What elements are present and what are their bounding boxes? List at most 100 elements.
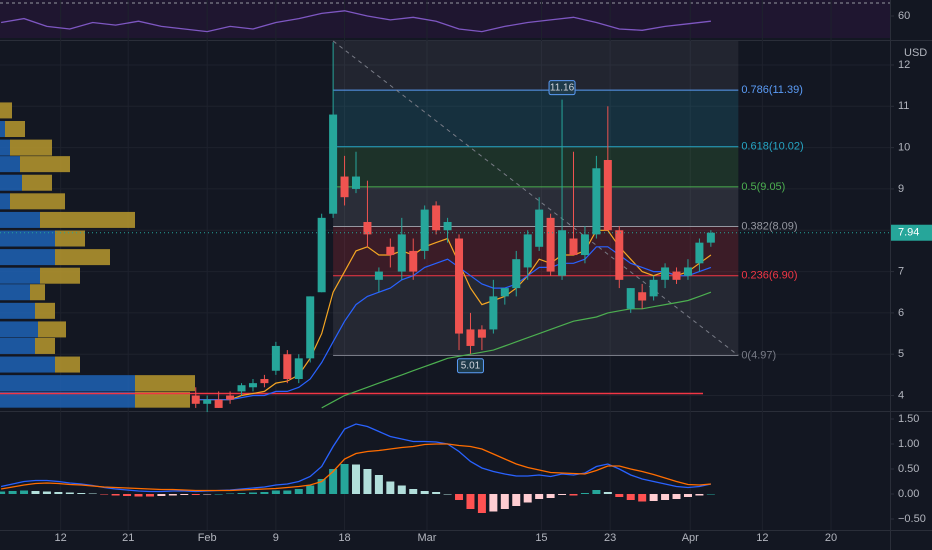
histogram-bar xyxy=(477,494,486,513)
histogram-bar xyxy=(111,494,120,496)
y-tick-label: 0.50 xyxy=(898,463,919,475)
histogram-bar xyxy=(546,494,555,498)
histogram-bar xyxy=(455,494,464,500)
extreme-label: 11.16 xyxy=(550,82,575,93)
volume-profile-down xyxy=(35,337,55,354)
y-tick-label: 1.00 xyxy=(898,438,919,450)
candle-body xyxy=(283,354,292,380)
histogram-bar xyxy=(661,494,670,500)
volume-profile-down xyxy=(5,121,25,138)
volume-profile-up xyxy=(0,174,22,191)
y-tick-label: 12 xyxy=(898,59,910,71)
candle-body xyxy=(603,160,612,231)
candle-body xyxy=(363,221,372,235)
candle-body xyxy=(649,279,658,297)
histogram-bar xyxy=(523,494,532,503)
candle-body xyxy=(535,209,544,247)
candle-body xyxy=(409,250,418,272)
y-tick-label: 5 xyxy=(898,348,904,360)
candle-body xyxy=(352,176,360,189)
fib-label: 0.618(10.02) xyxy=(741,141,803,153)
last-price-box xyxy=(891,224,932,241)
histogram-bar xyxy=(649,494,658,501)
histogram-bar xyxy=(248,492,257,494)
histogram-bar xyxy=(123,494,132,496)
fib-zone xyxy=(333,90,739,147)
histogram-bar xyxy=(88,493,97,494)
candle-body xyxy=(558,230,567,276)
histogram-bar xyxy=(489,494,498,512)
candle-body xyxy=(683,267,692,276)
candle-body xyxy=(397,234,406,272)
volume-profile-down xyxy=(135,391,190,408)
volume-profile-down xyxy=(35,302,55,319)
candle-body xyxy=(706,232,715,243)
histogram-bar xyxy=(283,490,292,494)
histogram-bar xyxy=(466,494,475,509)
fib-label: 0.236(6.90) xyxy=(741,270,797,282)
x-tick-label: Feb xyxy=(198,532,217,544)
fib-label: 0.786(11.39) xyxy=(741,84,803,96)
volume-profile-down xyxy=(20,156,70,173)
volume-profile-down xyxy=(0,102,12,119)
histogram-bar xyxy=(203,494,212,495)
histogram-bar xyxy=(706,494,715,495)
candle-body xyxy=(569,238,578,256)
moving-average xyxy=(195,246,712,401)
histogram-bar xyxy=(397,485,406,494)
histogram-bar xyxy=(340,464,349,494)
candle-body xyxy=(374,271,383,280)
candle-body xyxy=(237,385,246,392)
histogram-bar xyxy=(672,494,681,499)
candle-body xyxy=(294,358,303,380)
volume-profile-down xyxy=(55,356,80,373)
fib-zone xyxy=(333,146,739,187)
volume-profile-down xyxy=(38,321,66,338)
x-tick-label: 21 xyxy=(122,532,134,544)
volume-profile-up xyxy=(0,193,10,210)
x-tick-label: 20 xyxy=(825,532,837,544)
histogram-bar xyxy=(31,491,40,494)
volume-profile-up xyxy=(0,337,35,354)
candle-body xyxy=(329,114,338,214)
y-tick-label: 11 xyxy=(898,100,909,112)
rsi-band xyxy=(0,0,890,38)
candle-body xyxy=(626,288,635,309)
volume-profile-up xyxy=(0,321,38,338)
histogram-bar xyxy=(226,493,235,494)
histogram-bar xyxy=(363,469,372,494)
currency-label: USD xyxy=(904,47,927,59)
candle-body xyxy=(546,217,555,272)
candle-body xyxy=(340,176,349,198)
y-tick-label: 6 xyxy=(898,307,904,319)
histogram-bar xyxy=(294,489,303,494)
candle-body xyxy=(248,383,257,388)
histogram-bar xyxy=(409,489,418,494)
histogram-bar xyxy=(65,492,74,494)
x-tick-label: 18 xyxy=(338,532,350,544)
volume-profile-down xyxy=(135,375,195,392)
volume-profile-up xyxy=(0,230,55,247)
candle-body xyxy=(191,395,200,404)
candle-body xyxy=(477,329,486,338)
candle-body xyxy=(661,267,670,280)
histogram-bar xyxy=(626,494,635,500)
y-tick-label: −0.50 xyxy=(898,513,926,525)
volume-profile-up xyxy=(0,356,55,373)
histogram-bar xyxy=(157,494,166,496)
histogram-bar xyxy=(638,494,647,502)
histogram-bar xyxy=(329,469,338,494)
candle-body xyxy=(695,242,704,264)
volume-profile-up xyxy=(0,284,30,301)
macd-line xyxy=(0,423,712,493)
volume-profile-down xyxy=(55,230,85,247)
candle-body xyxy=(523,234,532,268)
histogram-bar xyxy=(443,494,452,495)
histogram-bar xyxy=(317,479,326,494)
candle-body xyxy=(489,296,498,330)
x-tick-label: 12 xyxy=(756,532,768,544)
histogram-bar xyxy=(683,494,692,497)
signal-line xyxy=(0,443,711,492)
candle-body xyxy=(271,345,280,371)
